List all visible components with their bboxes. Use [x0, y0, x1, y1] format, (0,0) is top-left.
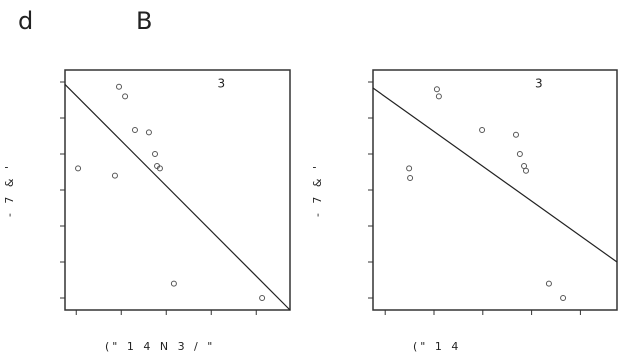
annotation: 3: [535, 77, 543, 91]
point: [512, 131, 519, 138]
point: [122, 93, 129, 100]
point: [111, 172, 118, 179]
point: [435, 93, 442, 100]
panel-label: B: [136, 7, 152, 35]
point: [522, 167, 529, 174]
point: [521, 163, 528, 169]
plot-frame: [372, 69, 618, 311]
point: [516, 151, 523, 157]
point: [170, 280, 177, 287]
point: [406, 165, 413, 172]
x-axis-label: (" 1 4 N 3 / ": [105, 340, 215, 353]
point: [145, 129, 152, 136]
fit-line: [372, 87, 618, 263]
point: [407, 175, 414, 181]
y-axis-label: - 7 & ': [311, 163, 324, 217]
point: [152, 151, 158, 157]
point: [75, 165, 82, 172]
point: [116, 83, 122, 90]
point: [156, 165, 163, 172]
point: [259, 295, 266, 301]
point: [479, 127, 486, 133]
y-axis-label: - 7 & ': [3, 163, 16, 217]
plot-frame: [64, 69, 291, 311]
point: [433, 86, 440, 93]
x-axis-label: (" 1 4: [413, 340, 461, 353]
point: [560, 295, 567, 301]
panel-label: d: [18, 7, 33, 35]
fit-line: [64, 83, 291, 311]
annotation: 3: [218, 77, 226, 91]
point: [545, 280, 552, 287]
point: [131, 127, 138, 133]
